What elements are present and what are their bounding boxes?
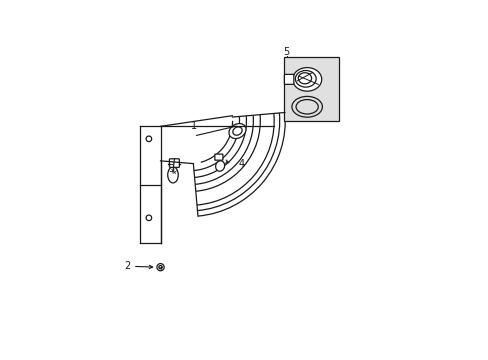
Ellipse shape (167, 167, 178, 183)
Text: 1: 1 (190, 121, 197, 131)
FancyBboxPatch shape (284, 57, 339, 121)
Text: 4: 4 (238, 159, 244, 169)
Text: 2: 2 (124, 261, 130, 271)
Circle shape (157, 264, 164, 271)
Ellipse shape (298, 73, 311, 84)
Text: 5: 5 (283, 46, 289, 57)
Ellipse shape (215, 161, 224, 171)
Text: 3: 3 (168, 164, 174, 174)
Ellipse shape (295, 71, 316, 87)
FancyBboxPatch shape (214, 154, 223, 160)
FancyBboxPatch shape (169, 159, 179, 167)
Ellipse shape (292, 68, 321, 91)
FancyBboxPatch shape (284, 75, 293, 84)
Ellipse shape (228, 123, 245, 139)
